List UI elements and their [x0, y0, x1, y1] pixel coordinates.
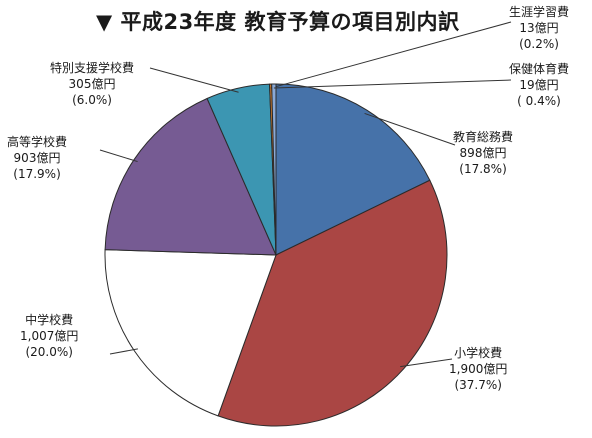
slice-amount: 898億円: [459, 146, 507, 160]
slice-amount: 305億円: [68, 77, 116, 91]
label-kyoiku-somuhi: 教育総務費 898億円 (17.8%): [453, 129, 513, 177]
slice-amount: 903億円: [13, 151, 61, 165]
slice-name: 特別支援学校費: [50, 61, 135, 75]
slice-name: 中学校費: [25, 313, 74, 327]
slice-name: 保健体育費: [509, 62, 570, 76]
slice-percent: (37.7%): [454, 378, 502, 392]
slice-percent: (17.8%): [459, 162, 507, 176]
leader-line-chugakkohi: [109, 348, 138, 355]
label-koto-gakkohi: 高等学校費 903億円 (17.9%): [7, 134, 67, 182]
slice-name: 高等学校費: [7, 135, 68, 149]
leader-line-kyoiku-somuhi: [364, 112, 456, 146]
slice-amount: 19億円: [519, 78, 559, 92]
leader-line-hoken-taiiku: [273, 79, 512, 89]
slice-percent: (17.9%): [13, 167, 61, 181]
label-chugakkohi: 中学校費 1,007億円 (20.0%): [20, 312, 78, 360]
slice-percent: ( 0.4%): [517, 94, 561, 108]
pie-slice-shogakkohi: [217, 179, 448, 427]
slice-name: 生涯学習費: [509, 5, 570, 19]
slice-amount: 1,900億円: [449, 362, 508, 376]
label-tokubetsu-shien: 特別支援学校費 305億円 (6.0%): [50, 60, 134, 108]
pie-slice-hoken-taiiku: [271, 83, 277, 256]
pie-slice-chugakkohi: [104, 249, 277, 417]
leader-line-tokubetsu-shien: [149, 67, 239, 93]
label-hoken-taiiku: 保健体育費 19億円 ( 0.4%): [509, 61, 569, 109]
label-shogai-gakushu: 生涯学習費 13億円 (0.2%): [509, 4, 569, 52]
slice-percent: (0.2%): [519, 37, 559, 51]
label-shogakkohi: 小学校費 1,900億円 (37.7%): [449, 345, 507, 393]
slice-amount: 13億円: [519, 21, 559, 35]
pie-slice-koto-gakkohi: [104, 97, 277, 256]
leader-line-shogakkohi: [400, 358, 453, 368]
leader-line-shogai-gakushu: [270, 21, 512, 89]
slice-name: 小学校費: [454, 346, 503, 360]
slice-percent: (6.0%): [72, 93, 112, 107]
slice-percent: (20.0%): [25, 345, 73, 359]
leader-line-koto-gakkohi: [99, 149, 138, 163]
chart-title: ▼ 平成23年度 教育予算の項目別内訳: [96, 10, 460, 34]
slice-name: 教育総務費: [453, 130, 514, 144]
slice-amount: 1,007億円: [20, 329, 79, 343]
pie-slice-kyoiku-somuhi: [275, 83, 431, 256]
